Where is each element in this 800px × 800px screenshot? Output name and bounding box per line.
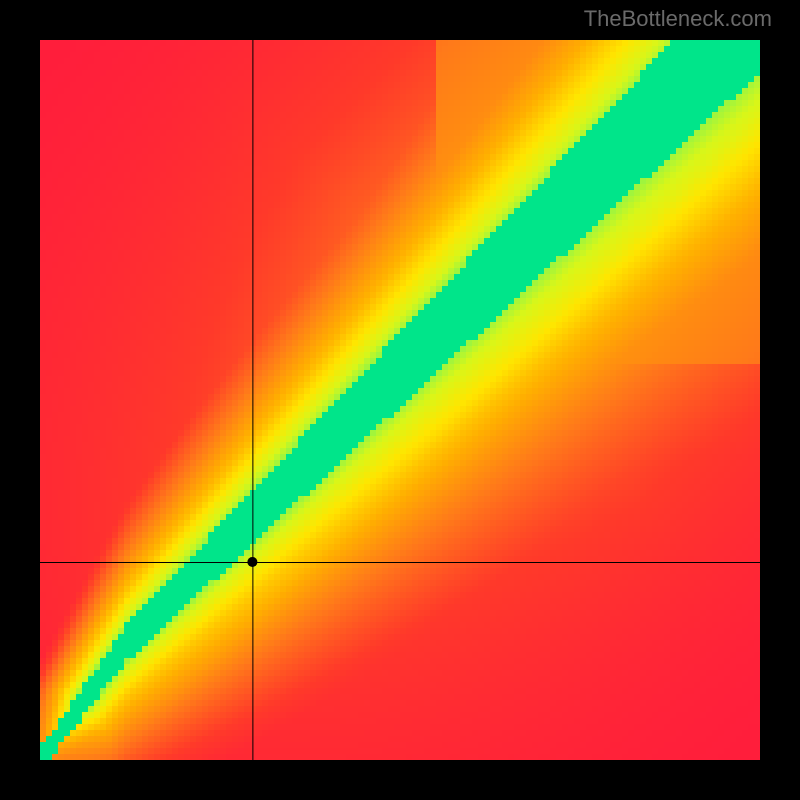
watermark-text: TheBottleneck.com xyxy=(584,6,772,32)
bottleneck-heatmap xyxy=(40,40,760,760)
chart-container: { "watermark": { "text": "TheBottleneck.… xyxy=(0,0,800,800)
